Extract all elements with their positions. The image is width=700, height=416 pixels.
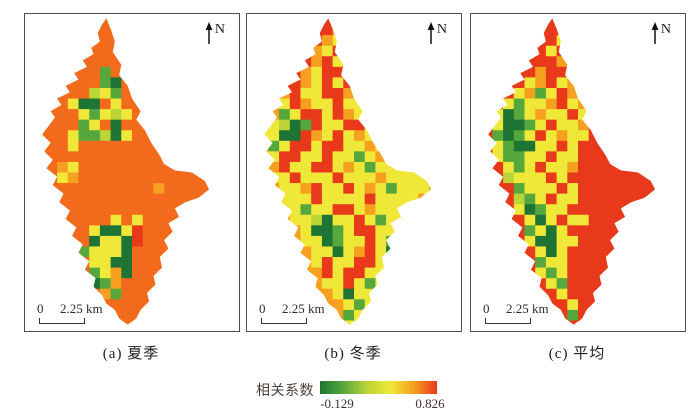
raster-map-summer xyxy=(42,18,210,325)
north-label: N xyxy=(660,22,671,37)
north-label: N xyxy=(214,22,225,37)
map-panel-summer: N 0 2.25 km xyxy=(24,13,240,332)
scale-bar-labels: 0 2.25 km xyxy=(37,301,103,317)
scale-bar-labels: 0 2.25 km xyxy=(259,301,325,317)
scale-distance-label: 2.25 km xyxy=(506,301,549,316)
caption-summer: (a) 夏季 xyxy=(102,346,160,362)
north-label: N xyxy=(436,22,447,37)
north-arrow: N xyxy=(426,22,447,45)
caption-winter: (b) 冬季 xyxy=(324,346,382,362)
map-panel-winter: N 0 2.25 km xyxy=(246,13,462,332)
scale-zero-label: 0 xyxy=(37,301,44,316)
scale-distance-label: 2.25 km xyxy=(282,301,325,316)
scale-bar-bracket xyxy=(261,318,307,324)
scale-zero-label: 0 xyxy=(483,301,490,316)
scale-bar-bracket xyxy=(485,318,531,324)
north-arrow-icon xyxy=(651,22,659,44)
north-arrow-icon xyxy=(427,22,435,44)
legend-title: 相关系数 xyxy=(256,384,314,399)
scale-bar-bracket xyxy=(39,318,85,324)
legend-gradient-bar xyxy=(320,381,437,394)
scale-bar: 0 2.25 km xyxy=(37,301,103,324)
scale-zero-label: 0 xyxy=(259,301,266,316)
scale-bar: 0 2.25 km xyxy=(259,301,325,324)
north-arrow: N xyxy=(204,22,225,45)
map-panel-average: N 0 2.25 km xyxy=(470,13,686,332)
scale-bar: 0 2.25 km xyxy=(483,301,549,324)
scale-bar-labels: 0 2.25 km xyxy=(483,301,549,317)
caption-average: (c) 平均 xyxy=(548,346,606,362)
north-arrow-icon xyxy=(205,22,213,44)
raster-map-average xyxy=(488,18,656,325)
legend-max-value: 0.826 xyxy=(415,396,445,411)
north-arrow: N xyxy=(650,22,671,45)
legend-min-value: -0.129 xyxy=(320,396,354,411)
raster-map-winter xyxy=(264,18,432,325)
scale-distance-label: 2.25 km xyxy=(60,301,103,316)
